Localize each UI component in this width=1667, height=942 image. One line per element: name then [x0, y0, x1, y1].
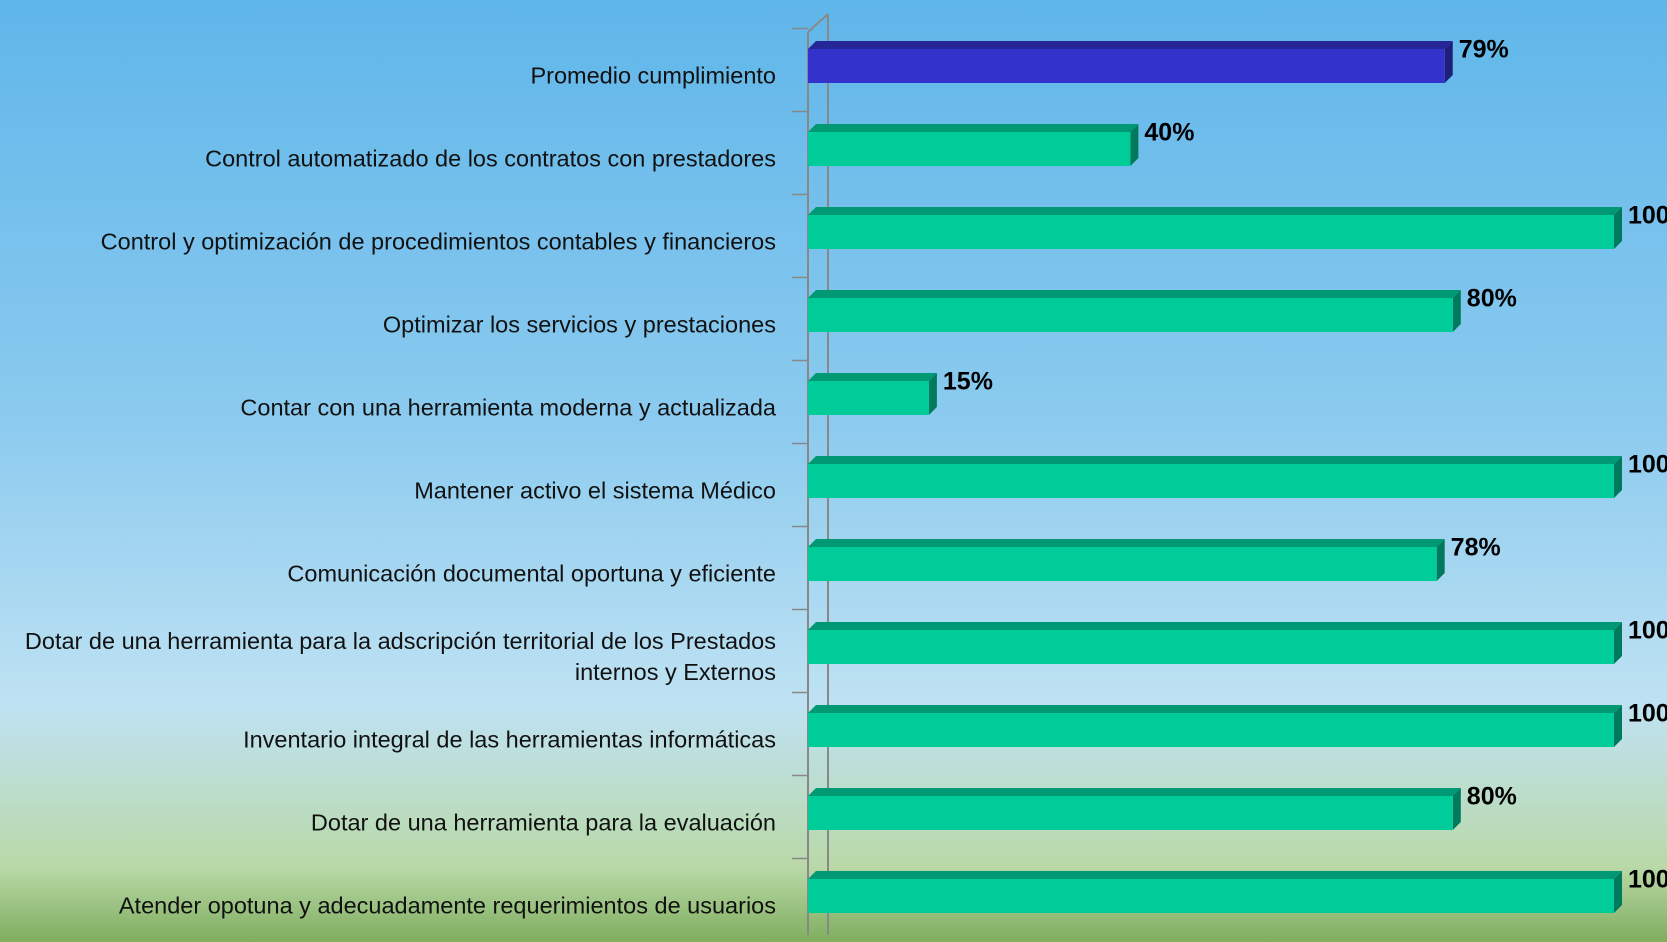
value-label: 100%	[1628, 451, 1667, 479]
value-label: 40%	[1144, 119, 1194, 147]
bar-front	[808, 298, 1453, 332]
category-label: Contar con una herramienta moderna y act…	[0, 393, 776, 424]
bar-top	[808, 373, 937, 381]
bar	[808, 373, 937, 415]
value-label: 79%	[1459, 36, 1509, 64]
category-label: Optimizar los servicios y prestaciones	[0, 310, 776, 341]
bar-top	[808, 207, 1622, 215]
chart: 79% 40% 100% 80% 15% 100% 78% 100% 100% 80% 100% P…	[0, 0, 1667, 942]
bar-top	[808, 41, 1453, 49]
bar	[808, 290, 1461, 332]
bar-front	[808, 132, 1130, 166]
bar-front	[808, 464, 1614, 498]
bar	[808, 124, 1138, 166]
bar-top	[808, 539, 1445, 547]
bar-front	[808, 630, 1614, 664]
bar	[808, 788, 1461, 830]
value-label: 100%	[1628, 866, 1667, 894]
value-label: 80%	[1467, 285, 1517, 313]
bar-top	[808, 871, 1622, 879]
category-label: Promedio cumplimiento	[0, 61, 776, 92]
category-label: Inventario integral de las herramientas …	[0, 725, 776, 756]
bar-top	[808, 788, 1461, 796]
bar	[808, 41, 1453, 83]
bar-front	[808, 879, 1614, 913]
bar-front	[808, 547, 1437, 581]
bar-top	[808, 290, 1461, 298]
bar-top	[808, 622, 1622, 630]
category-label: Mantener activo el sistema Médico	[0, 476, 776, 507]
bar-top	[808, 456, 1622, 464]
bar	[808, 456, 1622, 498]
value-label: 80%	[1467, 783, 1517, 811]
category-label: Dotar de una herramienta para la adscrip…	[0, 626, 776, 688]
bar	[808, 871, 1622, 913]
bar-front	[808, 381, 929, 415]
bar-front	[808, 215, 1614, 249]
category-label: Comunicación documental oportuna y efici…	[0, 559, 776, 590]
bar	[808, 705, 1622, 747]
value-label: 100%	[1628, 700, 1667, 728]
bar-front	[808, 713, 1614, 747]
bar	[808, 207, 1622, 249]
category-label: Control automatizado de los contratos co…	[0, 144, 776, 175]
category-label: Control y optimización de procedimientos…	[0, 227, 776, 258]
value-label: 100%	[1628, 617, 1667, 645]
bar-front	[808, 796, 1453, 830]
plot: 79% 40% 100% 80% 15% 100% 78% 100% 100% 80% 100%	[0, 0, 1667, 942]
bar	[808, 622, 1622, 664]
category-label: Atender opotuna y adecuadamente requerim…	[0, 891, 776, 922]
bar	[808, 539, 1445, 581]
bar-top	[808, 705, 1622, 713]
category-label: Dotar de una herramienta para la evaluac…	[0, 808, 776, 839]
value-label: 15%	[943, 368, 993, 396]
value-label: 100%	[1628, 202, 1667, 230]
bar-top	[808, 124, 1138, 132]
axis-line	[808, 14, 828, 32]
bar-front	[808, 49, 1445, 83]
value-label: 78%	[1451, 534, 1501, 562]
